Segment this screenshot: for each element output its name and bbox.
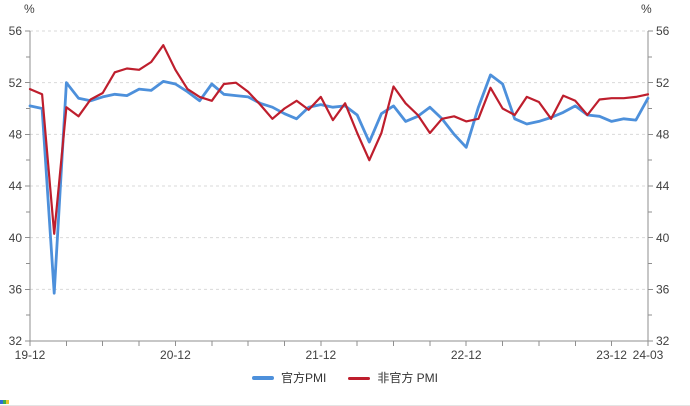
right-axis-unit-label: % xyxy=(641,2,652,16)
y-tick-label-right: 32 xyxy=(656,334,670,348)
y-tick-label-right: 44 xyxy=(656,179,670,193)
corner-artifact xyxy=(0,400,9,404)
y-tick-label-right: 36 xyxy=(656,283,670,297)
legend-label-official: 官方PMI xyxy=(280,371,327,385)
x-tick-label: 21-12 xyxy=(305,348,336,362)
left-axis-unit-label: % xyxy=(24,2,35,16)
line-official-pmi xyxy=(28,73,650,295)
y-tick-label-right: 40 xyxy=(656,231,670,245)
x-tick-label: 20-12 xyxy=(160,348,191,362)
axis-labels: 32 32 36 36 40 40 44 44 48 48 52 52 56 56 19-12 20-12 21… xyxy=(9,24,670,362)
y-tick-label-right: 56 xyxy=(656,24,670,38)
legend-swatch-official-icon xyxy=(251,376,274,380)
y-tick-label-left: 32 xyxy=(9,334,23,348)
y-tick-label-right: 48 xyxy=(656,128,670,142)
y-tick-label-left: 40 xyxy=(9,231,23,245)
x-tick-label: 24-03 xyxy=(633,348,664,362)
line-unofficial-pmi xyxy=(28,44,650,235)
y-tick-label-right: 52 xyxy=(656,76,670,90)
x-tick-label: 19-12 xyxy=(15,348,46,362)
y-tick-label-left: 56 xyxy=(9,24,23,38)
axes xyxy=(25,30,653,346)
gridlines xyxy=(30,30,648,290)
legend-item-unofficial: 非官方 PMI xyxy=(348,371,438,385)
y-tick-label-left: 52 xyxy=(9,76,23,90)
y-tick-label-left: 44 xyxy=(9,179,23,193)
x-tick-label: 23-12 xyxy=(596,348,627,362)
legend-item-official: 官方PMI xyxy=(251,371,327,385)
legend-swatch-unofficial-icon xyxy=(348,376,371,380)
legend-label-unofficial: 非官方 PMI xyxy=(377,371,438,385)
series-lines xyxy=(28,44,650,295)
x-tick-label: 22-12 xyxy=(451,348,482,362)
y-tick-label-left: 48 xyxy=(9,128,23,142)
legend: 官方PMI 非官方 PMI xyxy=(0,371,690,385)
y-tick-label-left: 36 xyxy=(9,283,23,297)
